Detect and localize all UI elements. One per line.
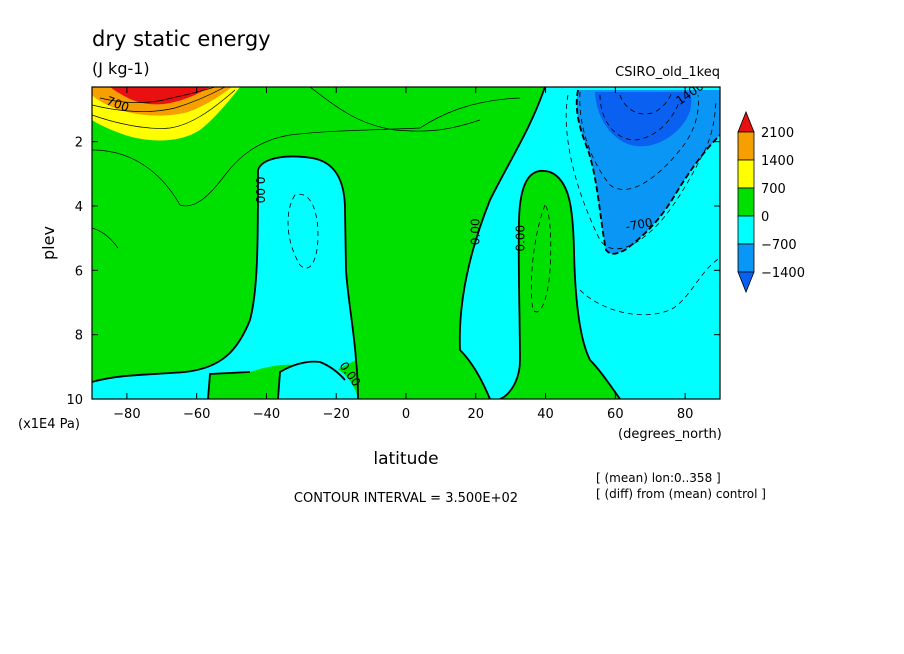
- negative-region-central: [278, 361, 358, 399]
- x-tick-label: 60: [607, 407, 624, 422]
- contour-interval: CONTOUR INTERVAL = 3.500E+02: [294, 491, 518, 506]
- y-axis-label: plev: [39, 226, 58, 260]
- x-tick-label: −40: [253, 407, 280, 422]
- colorbar-segment: [737, 243, 755, 273]
- chart-title: dry static energy: [92, 27, 271, 51]
- y-axis: 2 4 6 8 10: [66, 136, 720, 408]
- zero-contours: [92, 87, 720, 399]
- x-tick-label: −20: [323, 407, 350, 422]
- contour-label: 0.00: [253, 177, 267, 204]
- x-tick-label: 40: [537, 407, 554, 422]
- positive-region-2100: [110, 87, 210, 105]
- y-tick-label: 8: [75, 329, 83, 344]
- note-diff-control: [ (diff) from (mean) control ]: [596, 487, 766, 501]
- colorbar-segment: [737, 215, 755, 245]
- y-tick-label: 10: [66, 393, 83, 408]
- colorbar-label: 2100: [761, 126, 794, 141]
- colorbar-label: −1400: [761, 266, 805, 281]
- colorbar-label: 1400: [761, 154, 794, 169]
- x-tick-label: −80: [113, 407, 140, 422]
- dataset-label: CSIRO_old_1keq: [615, 65, 720, 80]
- colorbar-segment: [737, 159, 755, 189]
- colorbar-max-arrow: [737, 110, 755, 133]
- x-tick-label: −60: [183, 407, 210, 422]
- y-tick-label: 6: [75, 264, 83, 279]
- negative-region-southern-mid: [92, 156, 356, 399]
- x-tick-label: 80: [677, 407, 694, 422]
- colorbar-label: 0: [761, 210, 769, 225]
- x-tick-label: 0: [402, 407, 410, 422]
- chart-units: (J kg-1): [92, 59, 150, 78]
- colorbar: 2100 1400 700 0 −700 −1400: [737, 110, 805, 294]
- x-unit-label: (degrees_north): [618, 427, 722, 442]
- contour-lines-dashed: [287, 91, 720, 316]
- contour-lines-thin: [92, 87, 521, 249]
- y-tick-label: 4: [75, 200, 83, 215]
- colorbar-segment: [737, 187, 755, 217]
- colorbar-label: −700: [761, 238, 797, 253]
- x-tick-label: 20: [468, 407, 485, 422]
- x-axis: −80 −60 −40 −20 0 20 40 60 80: [113, 87, 693, 422]
- contour-label: 0.00: [514, 225, 528, 252]
- contour-label: 0.00: [468, 218, 482, 245]
- contour-label: -700: [624, 215, 653, 234]
- colorbar-segment: [737, 131, 755, 161]
- note-mean-lon: [ (mean) lon:0..358 ]: [596, 471, 721, 485]
- colorbar-min-arrow: [737, 271, 755, 294]
- strongest-negative-core: [595, 92, 692, 147]
- x-axis-label: latitude: [373, 449, 438, 469]
- y-unit-label: (x1E4 Pa): [18, 417, 80, 432]
- y-tick-label: 2: [75, 136, 83, 151]
- colorbar-label: 700: [761, 182, 786, 197]
